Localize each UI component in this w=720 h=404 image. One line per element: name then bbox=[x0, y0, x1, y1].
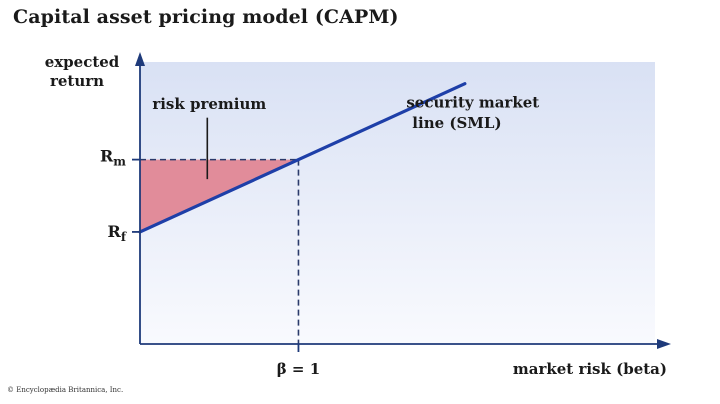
copyright-credit: © Encyclopædia Britannica, Inc. bbox=[7, 386, 124, 394]
rm-sub: m bbox=[113, 155, 126, 169]
x-axis-arrowhead bbox=[657, 339, 671, 349]
y-tick-label-rm: Rm bbox=[100, 147, 126, 169]
y-tick-label-rf: Rf bbox=[108, 222, 127, 244]
plot-background bbox=[140, 62, 655, 344]
rf-sub: f bbox=[121, 230, 127, 244]
chart-title: Capital asset pricing model (CAPM) bbox=[13, 6, 399, 28]
sml-label-line-2: line (SML) bbox=[412, 114, 501, 132]
x-axis-label: market risk (beta) bbox=[513, 360, 667, 378]
y-axis-label-line-2: return bbox=[50, 72, 104, 90]
security-market-line bbox=[138, 82, 467, 234]
rf-base: R bbox=[108, 222, 122, 241]
risk-premium-label: risk premium bbox=[152, 95, 266, 113]
y-axis-label-line-1: expected bbox=[45, 53, 120, 71]
x-tick-label-beta: β = 1 bbox=[277, 360, 320, 378]
sml-label-line-1: security market bbox=[406, 94, 539, 112]
y-axis-arrowhead bbox=[135, 52, 145, 66]
rm-base: R bbox=[100, 147, 114, 166]
